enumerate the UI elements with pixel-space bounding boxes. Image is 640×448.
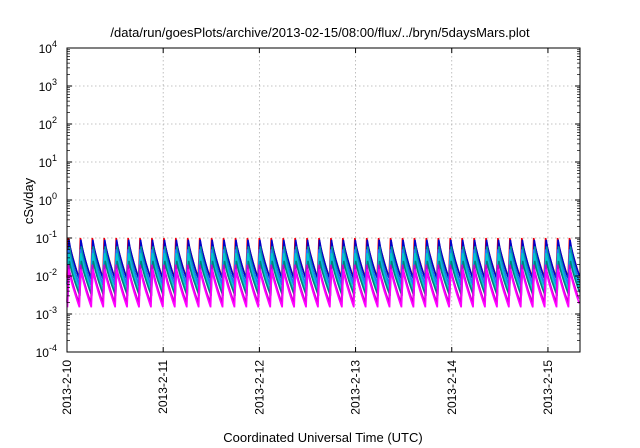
x-tick-label: 2013-2-15 xyxy=(541,360,555,415)
y-axis: 10-4 10-3 10-2 10-1 100 101 102 103 104 xyxy=(36,39,580,360)
x-tick-label: 2013-2-13 xyxy=(349,360,363,415)
series-line xyxy=(66,249,580,285)
y-tick-label: 10-2 xyxy=(36,267,57,284)
grid xyxy=(67,48,580,352)
x-axis-label: Coordinated Universal Time (UTC) xyxy=(223,430,422,445)
y-tick-label: 100 xyxy=(39,191,57,208)
series-line xyxy=(66,239,580,280)
y-tick-label: 10-1 xyxy=(36,229,57,246)
series-group xyxy=(66,237,581,308)
x-tick-label: 2013-2-10 xyxy=(60,360,74,415)
series-line xyxy=(66,269,580,308)
y-tick-label: 104 xyxy=(39,39,57,56)
chart-title: /data/run/goesPlots/archive/2013-02-15/0… xyxy=(110,25,530,40)
y-axis-label: cSv/day xyxy=(21,177,36,224)
x-tick-label: 2013-2-11 xyxy=(156,360,170,414)
x-tick-label: 2013-2-12 xyxy=(252,360,266,415)
x-axis: 2013-2-10 2013-2-11 2013-2-12 2013-2-13 2013… xyxy=(60,48,555,415)
y-tick-label: 10-4 xyxy=(36,343,57,360)
y-tick-label: 102 xyxy=(39,115,57,132)
y-tick-label: 101 xyxy=(39,153,57,170)
y-tick-label: 103 xyxy=(39,77,57,94)
y-tick-label: 10-3 xyxy=(36,305,57,322)
series-line xyxy=(67,260,581,297)
x-tick-label: 2013-2-14 xyxy=(445,360,459,415)
series-line xyxy=(66,252,580,292)
